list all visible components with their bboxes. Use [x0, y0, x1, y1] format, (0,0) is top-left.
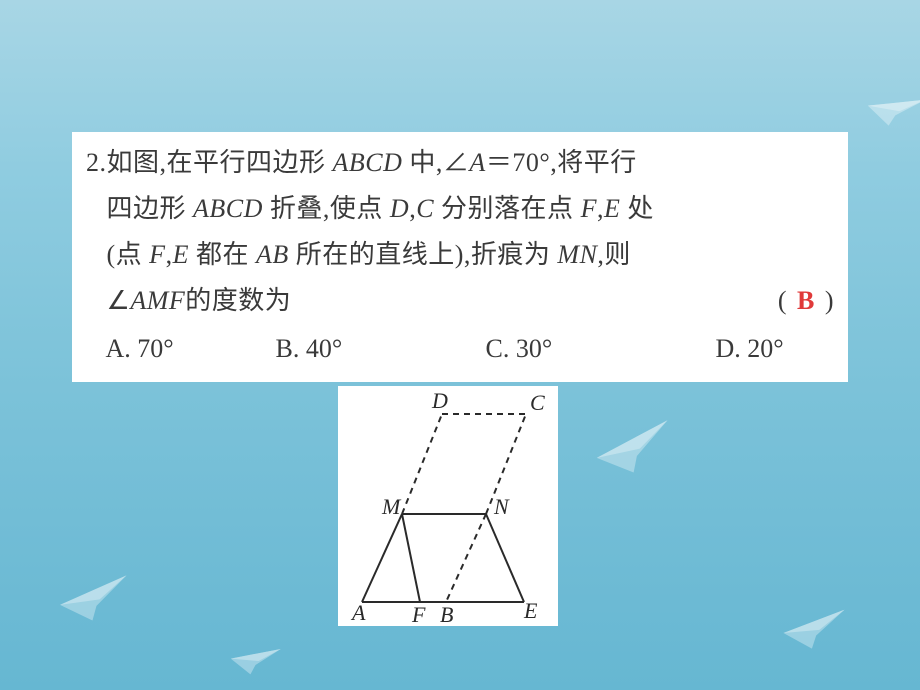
option-b: B. 40° [276, 326, 486, 372]
svg-text:E: E [523, 598, 538, 623]
t2-E: E [604, 194, 620, 223]
option-d: D. 20° [716, 326, 784, 372]
t2-D: D [390, 194, 409, 223]
t3d: 所在的直线上),折痕为 [289, 240, 558, 269]
question-number: 2. [86, 148, 107, 177]
svg-text:M: M [381, 494, 402, 519]
t1b: 中,∠ [402, 148, 469, 177]
t2a: 四边形 [107, 194, 194, 223]
t3-F: F [149, 240, 165, 269]
svg-text:N: N [493, 494, 510, 519]
t3a: (点 [107, 240, 150, 269]
t3-AB: AB [256, 240, 289, 269]
t3-E: E [173, 240, 189, 269]
option-c: C. 30° [486, 326, 716, 372]
t2b: 折叠,使点 [263, 194, 390, 223]
t1a: 如图,在平行四边形 [107, 148, 333, 177]
answer-line: 2.∠AMF 的度数为 ( B ) [86, 278, 834, 324]
t3b: , [166, 240, 173, 269]
t3e: ,则 [597, 240, 631, 269]
t1-A: A [469, 148, 485, 177]
geometry-figure: D C M N A FB E [338, 386, 558, 626]
paren-open: ( [778, 278, 787, 324]
svg-text:D: D [431, 388, 448, 413]
options-row: 2. A. 70° B. 40° C. 30° D. 20° [86, 326, 834, 372]
svg-text:A: A [350, 600, 366, 625]
question-text: 2.如图,在平行四边形 ABCD 中,∠A＝70°,将平行 2.四边形 ABCD… [86, 140, 834, 324]
svg-text:F: F [411, 602, 426, 626]
t1-abcd: ABCD [333, 148, 403, 177]
t3c: 都在 [189, 240, 256, 269]
t2e: , [597, 194, 604, 223]
t2-F: F [581, 194, 597, 223]
option-a: A. 70° [106, 326, 276, 372]
t2f: 处 [620, 194, 654, 223]
t4a: ∠ [107, 278, 131, 324]
svg-text:B: B [440, 602, 453, 626]
paren-close: ) [825, 278, 834, 324]
t2-abcd: ABCD [193, 194, 263, 223]
question-box: 2.如图,在平行四边形 ABCD 中,∠A＝70°,将平行 2.四边形 ABCD… [72, 132, 848, 382]
answer-letter: B [787, 278, 825, 324]
t4-AMF: AMF [130, 278, 185, 324]
t3-MN: MN [557, 240, 597, 269]
t4b: 的度数为 [185, 278, 291, 324]
t2-C: C [416, 194, 434, 223]
t1c: ＝70°,将平行 [486, 148, 637, 177]
t2d: 分别落在点 [434, 194, 581, 223]
svg-text:C: C [530, 390, 545, 415]
